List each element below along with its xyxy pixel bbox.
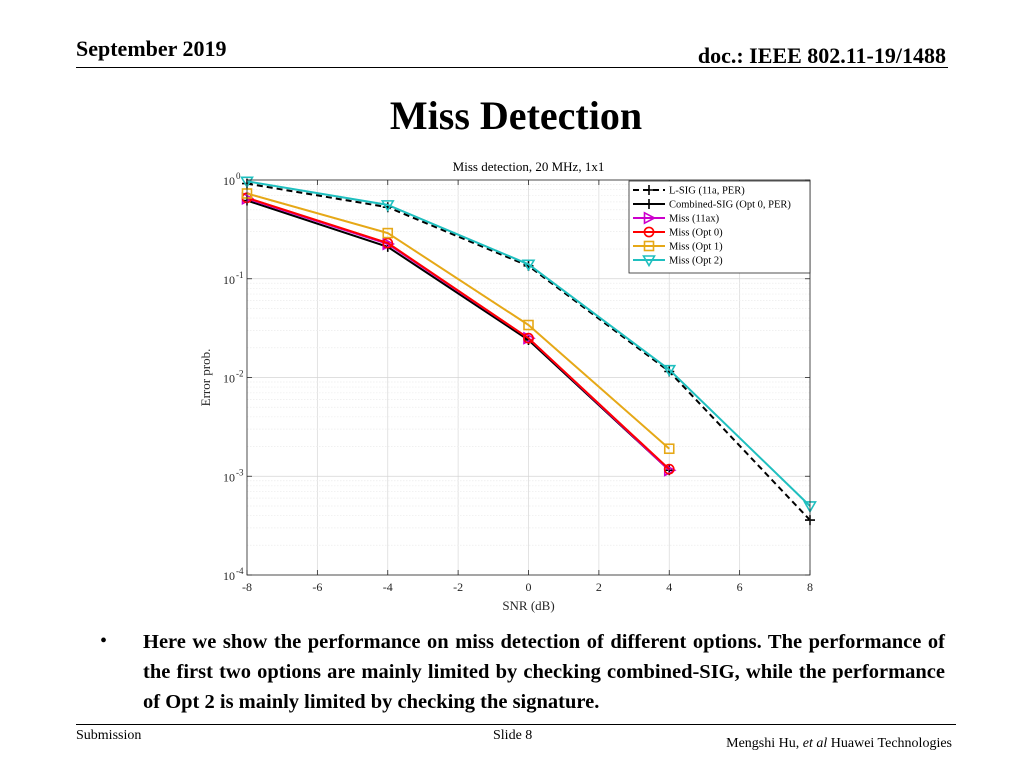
legend-label-2: Miss (11ax) (669, 214, 720, 225)
footer-divider (76, 724, 956, 725)
series-line-3 (246, 196, 670, 470)
x-tick-label: 4 (666, 580, 672, 594)
legend-label-1: Combined-SIG (Opt 0, PER) (669, 200, 791, 211)
series-layer (240, 176, 817, 526)
series-point-4 (382, 227, 394, 239)
y-tick-label: 10 (223, 470, 235, 484)
legend-label-3: Miss (Opt 0) (669, 228, 723, 239)
y-tick-label: 10 (223, 273, 235, 287)
series-point-5 (662, 364, 677, 377)
x-tick-label: 0 (526, 580, 532, 594)
legend-label-5: Miss (Opt 2) (669, 256, 723, 267)
x-tick-label: 2 (596, 580, 602, 594)
slide-title: Miss Detection (389, 93, 643, 138)
series-point-3 (663, 463, 675, 475)
series-point-5 (380, 200, 395, 212)
y-tick-label: 10 (223, 174, 235, 188)
legend-marker-5 (642, 255, 656, 268)
series-point-4 (523, 319, 534, 331)
legend: L-SIG (11a, PER) Combined-SIG (Opt 0, PER… (628, 180, 811, 274)
series-point-3 (523, 332, 534, 344)
legend-label-0: L-SIG (11a, PER) (669, 186, 745, 197)
series-point-3 (382, 237, 394, 249)
series-point-4 (663, 443, 675, 455)
y-tick-exponent: -3 (236, 467, 244, 477)
footer-org: Huawei Technologies (830, 736, 952, 751)
y-axis-label: Error prob. (198, 349, 213, 407)
x-tick-label: 8 (807, 580, 813, 594)
y-tick-exponent: -1 (236, 270, 244, 280)
series-point-5 (240, 176, 254, 189)
legend-marker-0 (644, 185, 654, 195)
header-date: September 2019 (76, 36, 227, 61)
legend-marker-2 (643, 211, 657, 225)
legend-marker-1 (644, 199, 654, 209)
y-tick-label: 10 (223, 372, 235, 386)
x-tick-label: 6 (737, 580, 743, 594)
x-tick-label: -4 (383, 580, 393, 594)
x-tick-label: -6 (312, 580, 322, 594)
legend-box (628, 180, 811, 274)
series-line-4 (246, 192, 670, 450)
legend-marker-4 (643, 240, 655, 252)
footer-author-name: Mengshi Hu, (726, 736, 800, 751)
footer-submission: Submission (76, 728, 142, 743)
legend-marker-3 (643, 226, 655, 238)
y-tick-exponent: -4 (236, 566, 244, 576)
series-line-5 (246, 180, 811, 507)
chart-title: Miss detection, 20 MHz, 1x1 (453, 159, 605, 174)
y-tick-exponent: 0 (236, 171, 241, 181)
x-axis-label: SNR (dB) (502, 598, 554, 613)
header-divider (76, 67, 948, 68)
y-tick-exponent: -2 (236, 369, 244, 379)
x-tick-label: -2 (453, 580, 463, 594)
footer-author: Mengshi Hu, et al Huawei Technologies (726, 736, 952, 752)
series-point-5 (521, 259, 536, 272)
bullet-marker: • (100, 630, 108, 652)
header-doc-id: doc.: IEEE 802.11-19/1488 (697, 43, 946, 68)
footer-slide-number: Slide 8 (493, 728, 533, 743)
bullet-text: Here we show the performance on miss det… (143, 631, 945, 713)
y-tick-label: 10 (223, 569, 235, 583)
x-tick-label: -8 (242, 580, 252, 594)
legend-label-4: Miss (Opt 1) (669, 242, 723, 253)
footer-etal: et al (802, 736, 828, 751)
